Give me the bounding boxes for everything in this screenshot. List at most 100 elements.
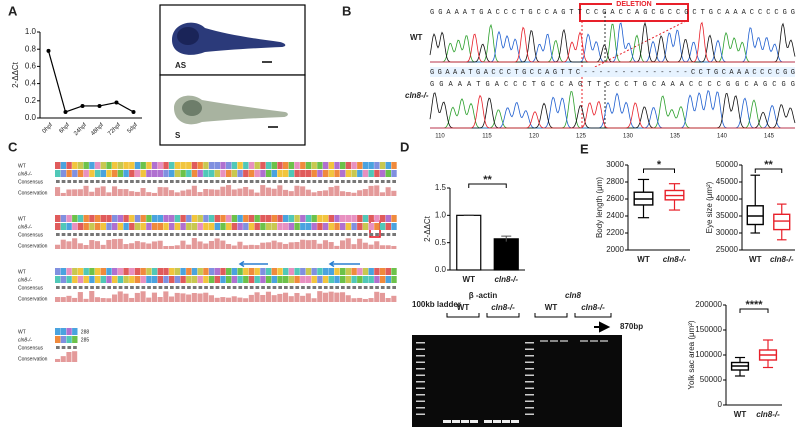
consensus bbox=[312, 286, 317, 289]
alignment-row-label: Consensus bbox=[18, 179, 44, 185]
y-tick-label: 50000 bbox=[716, 160, 739, 169]
consensus bbox=[90, 233, 94, 236]
y-tick-label: 0.0 bbox=[435, 265, 447, 274]
conservation-bar bbox=[277, 293, 283, 302]
residue bbox=[169, 162, 175, 169]
gene-label: β -actin bbox=[469, 291, 498, 300]
consensus bbox=[306, 286, 311, 289]
conservation-bar bbox=[345, 191, 351, 196]
conservation-bar bbox=[248, 244, 254, 249]
consensus bbox=[78, 286, 83, 289]
conservation-bar bbox=[83, 245, 89, 249]
conservation-bar bbox=[174, 292, 180, 302]
chromatogram-trace bbox=[429, 21, 796, 63]
residue bbox=[186, 215, 192, 222]
consensus bbox=[84, 180, 89, 183]
residue bbox=[55, 328, 61, 335]
fish-head bbox=[182, 100, 202, 116]
point bbox=[63, 109, 68, 114]
conservation-bar bbox=[214, 189, 220, 196]
conservation-bar bbox=[283, 292, 289, 302]
residue bbox=[203, 170, 209, 177]
conservation-bar bbox=[283, 189, 289, 196]
consensus bbox=[135, 233, 140, 236]
row-label: WT bbox=[410, 33, 423, 42]
consensus bbox=[301, 180, 305, 183]
arrow bbox=[238, 260, 268, 268]
residue bbox=[129, 215, 135, 222]
residue bbox=[186, 268, 192, 275]
residue bbox=[191, 162, 198, 169]
consensus bbox=[289, 233, 294, 236]
x-tick-label: 24hpf bbox=[73, 122, 88, 137]
residue bbox=[163, 170, 169, 177]
x-tick-label: 6hpf bbox=[59, 122, 72, 135]
consensus bbox=[380, 233, 385, 236]
conservation-bar bbox=[140, 242, 146, 249]
residue bbox=[60, 336, 67, 343]
residue bbox=[66, 276, 72, 283]
residue bbox=[106, 162, 112, 169]
residue bbox=[294, 276, 300, 283]
consensus bbox=[78, 233, 83, 236]
consensus bbox=[90, 180, 94, 183]
conservation-bar bbox=[334, 185, 340, 196]
residue bbox=[294, 215, 300, 222]
residue bbox=[72, 268, 78, 275]
residue bbox=[322, 223, 329, 230]
sequence-band bbox=[430, 67, 795, 77]
residue bbox=[271, 162, 277, 169]
consensus bbox=[95, 286, 100, 289]
conservation-bar bbox=[89, 291, 95, 302]
consensus bbox=[67, 346, 72, 349]
consensus bbox=[380, 286, 385, 289]
residue bbox=[305, 276, 312, 283]
residue bbox=[197, 162, 203, 169]
consensus bbox=[295, 286, 300, 289]
arrow bbox=[328, 260, 360, 268]
y-axis-label: 2-ΔΔCt bbox=[11, 61, 20, 88]
residue bbox=[83, 223, 89, 230]
residue bbox=[374, 215, 380, 222]
residue bbox=[379, 170, 386, 177]
residue bbox=[265, 215, 272, 222]
residue bbox=[362, 215, 369, 222]
consensus bbox=[289, 286, 294, 289]
residue bbox=[334, 215, 340, 222]
conservation-bar bbox=[157, 187, 163, 196]
residue bbox=[60, 215, 67, 222]
x-tick-label: 0hpf bbox=[42, 122, 55, 135]
residue bbox=[77, 215, 84, 222]
consensus bbox=[130, 180, 134, 183]
residue bbox=[146, 215, 152, 222]
y-tick-label: 150000 bbox=[695, 325, 722, 334]
conservation-bar bbox=[112, 239, 118, 249]
ladder-band bbox=[525, 413, 534, 415]
conservation-bar bbox=[83, 185, 89, 196]
residue bbox=[322, 276, 329, 283]
residue bbox=[208, 223, 215, 230]
conservation-bar bbox=[237, 188, 243, 196]
ladder-band bbox=[525, 381, 534, 383]
residue bbox=[180, 215, 186, 222]
residue bbox=[112, 268, 118, 275]
residue bbox=[89, 276, 95, 283]
x-tick-label: WT bbox=[463, 275, 476, 284]
line bbox=[47, 50, 134, 113]
consensus bbox=[346, 286, 351, 289]
residue bbox=[169, 170, 175, 177]
residue bbox=[300, 215, 306, 222]
conservation-bar bbox=[72, 351, 78, 362]
residue bbox=[368, 170, 374, 177]
residue bbox=[100, 170, 106, 177]
residue bbox=[391, 170, 397, 177]
y-tick-label: 1.0 bbox=[435, 210, 447, 219]
consensus bbox=[249, 180, 254, 183]
consensus bbox=[312, 180, 317, 183]
conservation-bar bbox=[305, 293, 311, 302]
consensus bbox=[266, 180, 271, 183]
alignment-row-label: Conservation bbox=[18, 243, 48, 249]
residue bbox=[340, 268, 346, 275]
consensus bbox=[363, 286, 368, 289]
consensus bbox=[232, 180, 237, 183]
